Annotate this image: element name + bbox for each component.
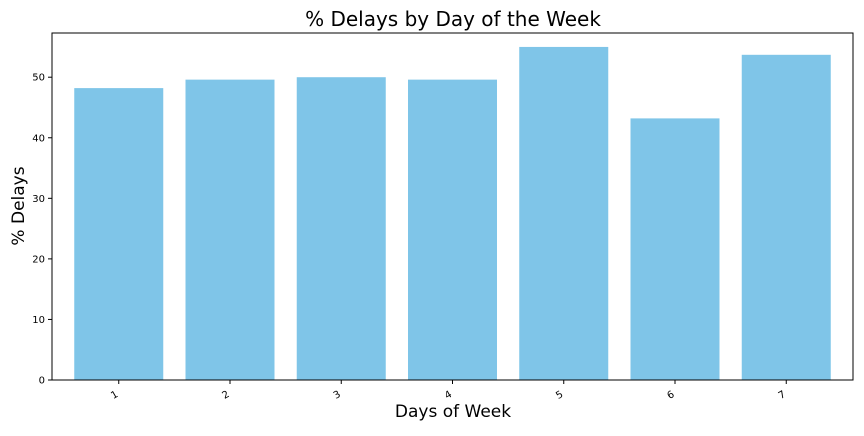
x-tick-label: 4	[443, 389, 454, 402]
bar-day-7	[741, 54, 831, 381]
y-tick-label: 50	[32, 73, 45, 84]
x-tick-label: 3	[332, 389, 343, 402]
y-tick-label: 20	[32, 254, 45, 265]
y-tick-label: 30	[32, 194, 45, 205]
chart-title: % Delays by Day of the Week	[305, 7, 601, 31]
bar-day-2	[185, 79, 275, 380]
plot-area: 0 10 20 30 40 50 1 2 3 4 5 6 7	[32, 32, 854, 402]
y-tick-label: 10	[32, 315, 45, 326]
bar-day-1	[74, 88, 164, 381]
x-tick-label: 6	[665, 389, 676, 402]
y-tick-label: 40	[32, 133, 45, 144]
bar-day-6	[630, 118, 720, 380]
x-tick-label: 5	[554, 389, 565, 402]
bar-day-4	[408, 79, 497, 380]
y-tick-label: 0	[39, 376, 45, 387]
x-tick-label: 2	[220, 389, 231, 402]
y-axis-label: % Delays	[9, 166, 29, 245]
x-axis-label: Days of Week	[395, 402, 511, 422]
x-tick-label: 7	[777, 389, 788, 402]
x-tick-label: 1	[109, 389, 120, 402]
bar-day-3	[296, 77, 386, 381]
bar-day-5	[519, 46, 609, 381]
